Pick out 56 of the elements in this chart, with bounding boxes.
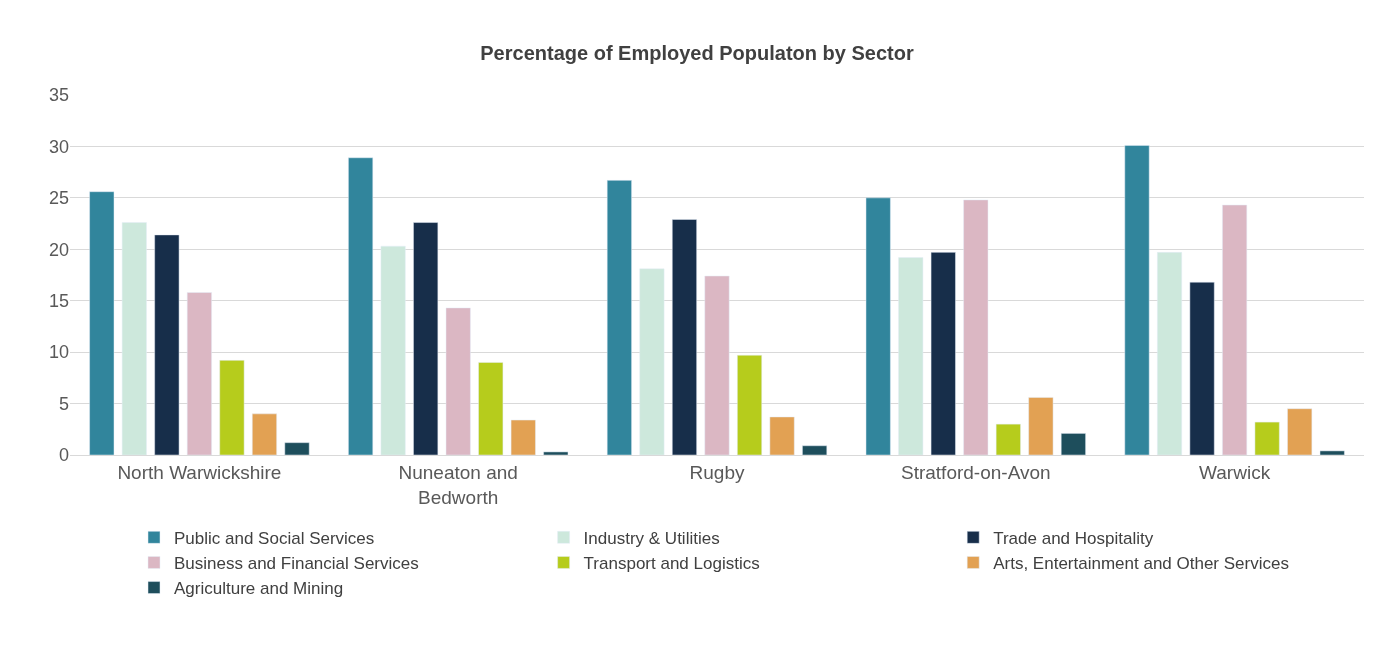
bar: [89, 191, 115, 455]
bar: [348, 157, 374, 455]
bar: [704, 275, 730, 455]
legend-label: Industry & Utilities: [583, 528, 720, 548]
bar: [252, 413, 277, 455]
bar: [995, 423, 1021, 455]
x-tick-label: Nuneaton and Bedworth: [398, 461, 518, 508]
bar: [1222, 204, 1248, 455]
bar: [445, 307, 471, 455]
bar: [1319, 450, 1345, 455]
legend-label: Arts, Entertainment and Other Services: [993, 554, 1289, 574]
x-tick-label: North Warwickshire: [117, 461, 282, 483]
bar: [284, 442, 310, 455]
x-tick-label: Stratford-on-Avon: [900, 461, 1051, 483]
bar: [543, 451, 569, 455]
legend-label: Transport and Logistics: [583, 554, 760, 574]
bar: [930, 252, 956, 455]
bar: [478, 362, 504, 455]
bar: [219, 360, 245, 455]
y-tick-label: 15: [48, 291, 69, 312]
y-tick-label: 25: [48, 188, 69, 209]
bar: [1028, 397, 1054, 455]
y-tick-label: 5: [58, 393, 69, 414]
bar: [1124, 145, 1150, 455]
bar: [865, 197, 891, 455]
bar: [802, 445, 828, 455]
bar: [1060, 433, 1086, 455]
legend-label: Trade and Hospitality: [993, 528, 1154, 548]
x-tick-label: Rugby: [689, 461, 745, 483]
bar: [186, 292, 212, 455]
x-tick-label: Warwick: [1199, 461, 1271, 483]
legend-label: Business and Financial Services: [174, 554, 419, 574]
y-tick-label: 10: [48, 342, 69, 363]
y-tick-label: 30: [48, 136, 69, 157]
bar: [963, 199, 989, 455]
y-tick-label: 35: [48, 85, 69, 106]
bar: [606, 180, 632, 455]
bar: [1157, 252, 1182, 455]
bar: [413, 222, 439, 455]
bar: [1287, 408, 1313, 455]
y-tick-label: 0: [58, 445, 69, 466]
bar: [898, 257, 924, 455]
chart-title: Percentage of Employed Populaton by Sector: [480, 41, 914, 64]
y-tick-label: 20: [48, 239, 69, 260]
bar: [1254, 421, 1280, 455]
bar: [121, 222, 147, 455]
bar: [672, 219, 697, 455]
bar: [510, 419, 536, 455]
legend-label: Agriculture and Mining: [174, 579, 344, 599]
bar: [154, 234, 180, 455]
bar: [1189, 281, 1215, 455]
bar: [380, 245, 406, 455]
bar: [737, 354, 762, 455]
bar: [769, 416, 795, 455]
bar: [639, 268, 665, 455]
legend-label: Public and Social Services: [174, 528, 375, 548]
